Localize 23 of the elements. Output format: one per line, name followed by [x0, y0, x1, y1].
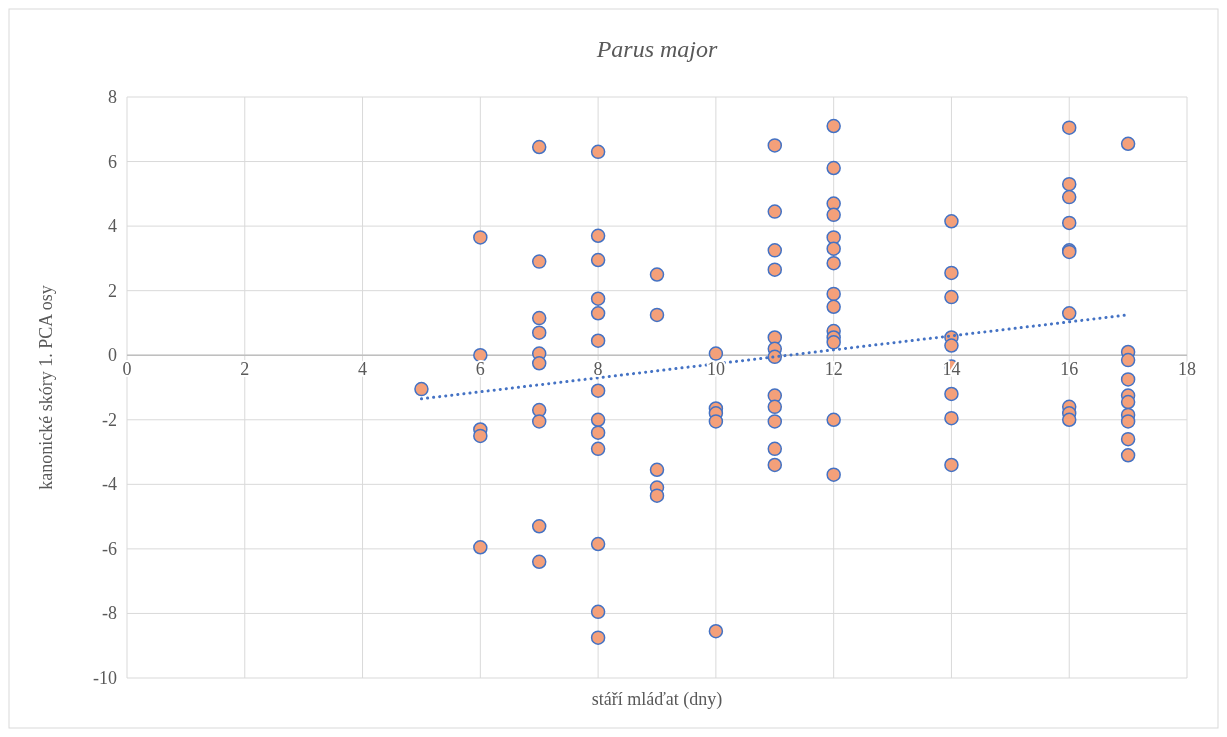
x-tick-label: 12 — [824, 359, 843, 380]
y-axis-title: kanonické skóry 1. PCA osy — [36, 285, 56, 490]
x-tick-label: 6 — [475, 359, 485, 380]
x-tick-label: 10 — [706, 359, 725, 380]
y-tick-label: -6 — [102, 538, 117, 559]
x-tick-label: 4 — [358, 359, 368, 380]
y-tick-label: 8 — [108, 87, 117, 107]
y-tick-label: 6 — [108, 151, 117, 172]
y-tick-label: 4 — [108, 216, 117, 237]
x-tick-label: 14 — [942, 359, 961, 380]
y-tick-label: 2 — [108, 280, 117, 301]
y-tick-label: -4 — [102, 474, 117, 495]
x-tick-label: 8 — [593, 359, 603, 380]
x-tick-label: 18 — [1178, 359, 1196, 380]
y-tick-label: -2 — [102, 409, 117, 430]
x-tick-label: 16 — [1060, 359, 1079, 380]
x-tick-label: 2 — [240, 359, 250, 380]
y-tick-label: 0 — [108, 345, 117, 366]
chart-title: Parus major — [595, 36, 718, 62]
x-axis-title: stáří mláďat (dny) — [591, 689, 723, 710]
x-tick-label: 0 — [122, 359, 132, 380]
y-tick-label: -10 — [93, 668, 117, 688]
y-tick-label: -8 — [102, 603, 117, 624]
